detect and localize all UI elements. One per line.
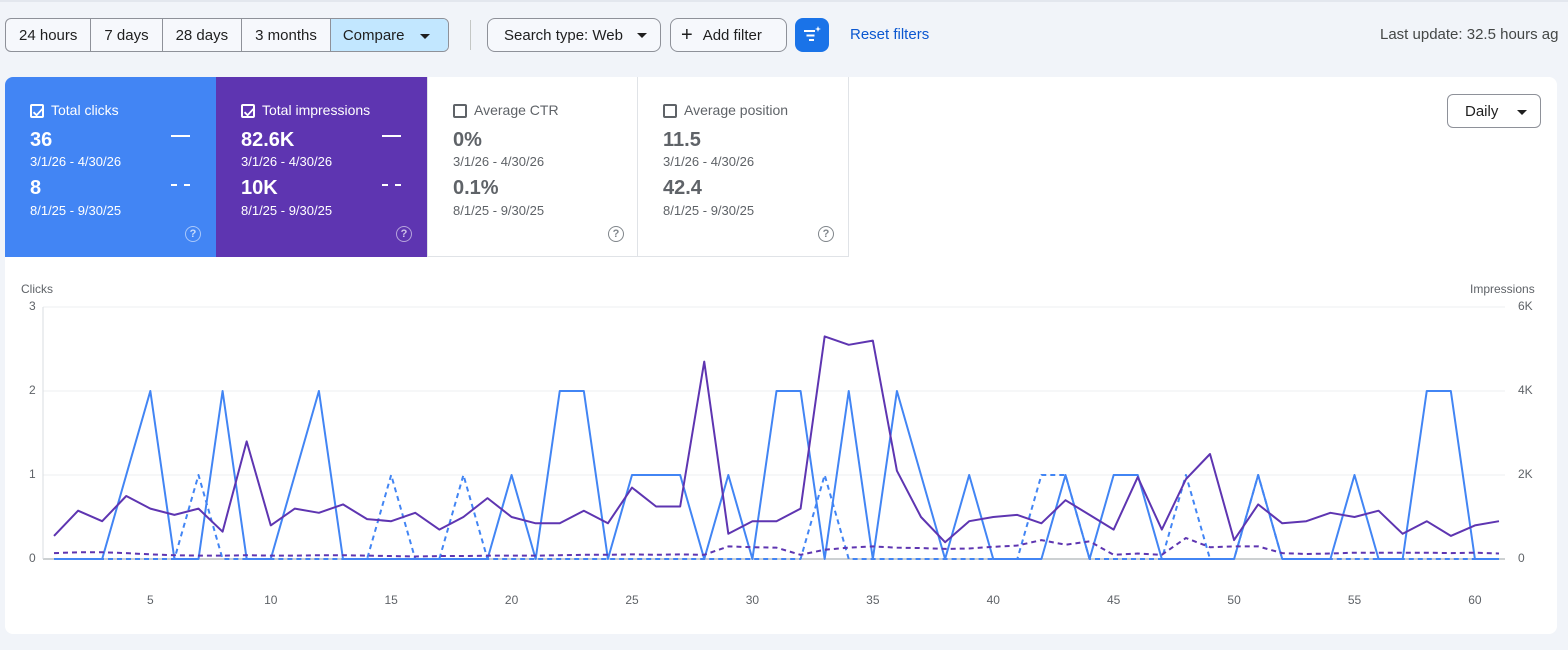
legend-solid-line	[171, 135, 190, 137]
metric-checkbox[interactable]	[241, 104, 255, 118]
metric-current-range: 3/1/26 - 4/30/26	[241, 154, 333, 169]
y-right-tick-label: 2K	[1518, 467, 1533, 481]
x-tick-label: 50	[1227, 593, 1241, 607]
granularity-label: Daily	[1465, 102, 1499, 120]
metric-card-total-impressions[interactable]: Total impressions 82.6K 3/1/26 - 4/30/26…	[216, 77, 427, 257]
metric-current-range: 3/1/26 - 4/30/26	[663, 154, 755, 169]
y-left-tick-label: 2	[29, 383, 36, 397]
metric-card-average-position[interactable]: Average position 11.5 3/1/26 - 4/30/26 4…	[638, 77, 849, 257]
date-range-selector: 24 hours 7 days 28 days 3 months Compare	[5, 18, 449, 52]
metric-previous-value: 8	[30, 177, 42, 199]
x-tick-label: 40	[986, 593, 1000, 607]
y-right-axis-title: Impressions	[1470, 282, 1535, 296]
legend-dashed-line	[171, 184, 190, 186]
metric-label: Average CTR	[474, 102, 559, 118]
filter-sparkle-button[interactable]	[795, 18, 829, 52]
x-tick-label: 20	[504, 593, 519, 607]
caret-down-icon	[637, 33, 647, 38]
metric-label: Total impressions	[262, 102, 371, 118]
y-left-tick-label: 3	[29, 299, 36, 313]
metric-current-value: 82.6K	[241, 129, 295, 151]
x-tick-label: 15	[384, 593, 398, 607]
compare-dropdown[interactable]: Compare	[330, 19, 448, 51]
metric-label: Average position	[684, 102, 789, 118]
metric-current-range: 3/1/26 - 4/30/26	[453, 154, 545, 169]
y-right-tick-label: 4K	[1518, 383, 1533, 397]
x-tick-label: 35	[866, 593, 880, 607]
metric-checkbox[interactable]	[453, 104, 467, 118]
metric-current-value: 36	[30, 129, 53, 151]
metric-previous-range: 8/1/25 - 9/30/25	[30, 203, 122, 218]
metric-card-average-ctr[interactable]: Average CTR 0% 3/1/26 - 4/30/26 0.1% 8/1…	[427, 77, 638, 257]
search-type-label: Search type: Web	[504, 26, 623, 44]
y-left-axis-title: Clicks	[21, 282, 53, 296]
check-icon	[243, 108, 255, 117]
x-tick-label: 25	[625, 593, 639, 607]
metric-label: Total clicks	[51, 102, 119, 118]
metric-previous-value: 10K	[241, 177, 278, 199]
plus-icon: +	[681, 24, 693, 46]
x-tick-label: 45	[1106, 593, 1121, 607]
legend-dashed-line	[382, 184, 401, 186]
range-3-months-button[interactable]: 3 months	[242, 19, 331, 51]
x-tick-label: 60	[1468, 593, 1482, 607]
compare-label: Compare	[342, 26, 405, 44]
range-28-days-button[interactable]: 28 days	[163, 19, 243, 51]
top-divider	[0, 0, 1568, 2]
caret-down-icon	[419, 34, 430, 39]
add-filter-label: Add filter	[702, 26, 762, 44]
granularity-dropdown[interactable]: Daily	[1447, 94, 1541, 128]
series-line-2	[53, 335, 1500, 544]
help-circle-icon[interactable]: ?	[396, 226, 412, 242]
x-tick-label: 10	[264, 593, 278, 607]
metric-checkbox[interactable]	[30, 104, 44, 118]
y-left-tick-label: 0	[29, 551, 36, 565]
performance-card: Total clicks 36 3/1/26 - 4/30/26 8 8/1/2…	[5, 77, 1557, 634]
metric-card-total-clicks[interactable]: Total clicks 36 3/1/26 - 4/30/26 8 8/1/2…	[5, 77, 216, 257]
legend-solid-line	[382, 135, 401, 137]
x-tick-label: 55	[1347, 593, 1362, 607]
metric-checkbox[interactable]	[663, 104, 677, 118]
x-tick-label: 5	[146, 593, 154, 607]
filter-sparkle-icon	[804, 26, 821, 41]
metric-previous-range: 8/1/25 - 9/30/25	[241, 203, 333, 218]
metric-previous-value: 42.4	[663, 177, 702, 199]
reset-filters-link[interactable]: Reset filters	[850, 26, 930, 43]
help-circle-icon[interactable]: ?	[608, 226, 624, 242]
metric-previous-value: 0.1%	[453, 177, 499, 199]
y-right-tick-label: 0	[1518, 551, 1525, 565]
add-filter-button[interactable]: + Add filter	[670, 18, 787, 52]
line-chart	[42, 306, 1505, 560]
toolbar-divider	[470, 20, 471, 50]
caret-down-icon	[1517, 110, 1527, 115]
range-24-hours-button[interactable]: 24 hours	[6, 19, 92, 51]
check-icon	[32, 108, 44, 117]
last-update-text: Last update: 32.5 hours ag	[1380, 26, 1559, 43]
range-7-days-button[interactable]: 7 days	[91, 19, 163, 51]
y-left-tick-label: 1	[29, 467, 36, 481]
metric-current-value: 11.5	[663, 129, 701, 151]
metric-current-range: 3/1/26 - 4/30/26	[30, 154, 122, 169]
series-line-1	[54, 474, 1499, 560]
x-tick-label: 30	[745, 593, 760, 607]
help-circle-icon[interactable]: ?	[185, 226, 201, 242]
metric-previous-range: 8/1/25 - 9/30/25	[663, 203, 755, 218]
metric-current-value: 0%	[453, 129, 482, 151]
search-type-dropdown[interactable]: Search type: Web	[487, 18, 661, 52]
help-circle-icon[interactable]: ?	[818, 226, 834, 242]
series-line-3	[53, 537, 1500, 558]
metric-previous-range: 8/1/25 - 9/30/25	[453, 203, 545, 218]
y-right-tick-label: 6K	[1518, 299, 1533, 313]
